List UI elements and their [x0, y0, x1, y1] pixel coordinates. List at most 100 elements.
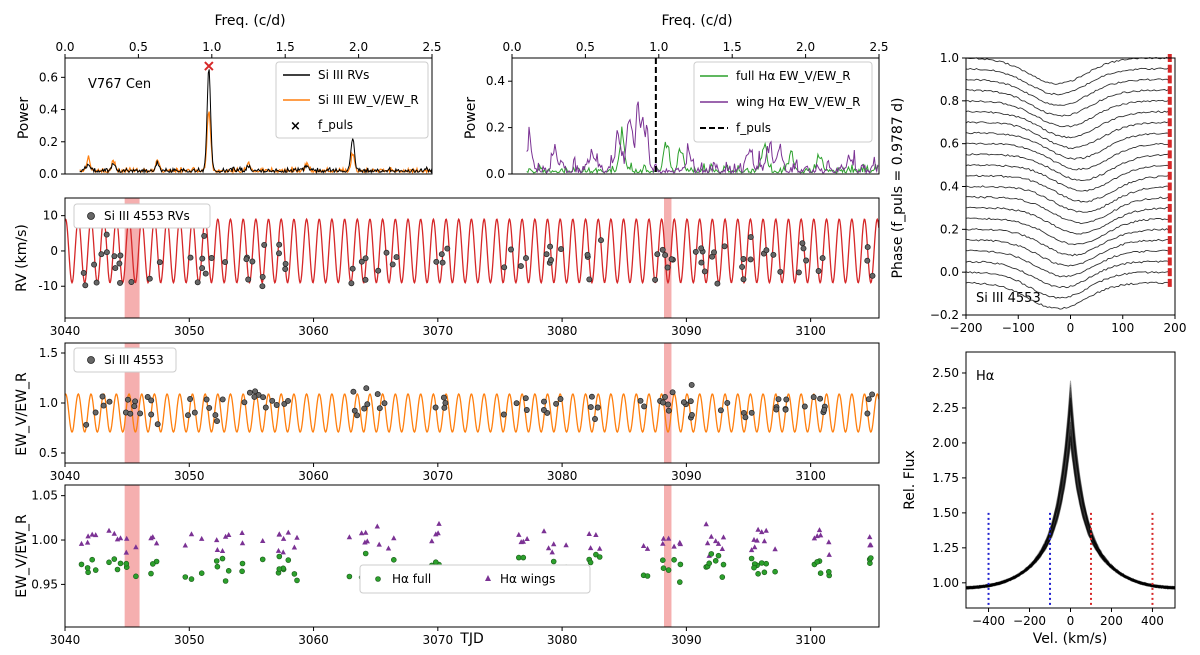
- ha-full-data-point: [114, 566, 121, 573]
- ha-profile-line: [965, 408, 1176, 590]
- si-phase-profile-line: [966, 249, 1169, 278]
- si-phase-profile-line: [965, 110, 1169, 139]
- ha-profiles-xtick-label: −400: [972, 614, 1005, 628]
- ha-full-data-point: [84, 565, 91, 571]
- ha-wing-data-point: [199, 535, 205, 541]
- ha-profiles-xtick-label: −200: [1013, 614, 1046, 628]
- phase-marker: [1167, 193, 1172, 202]
- rv-data-point: [668, 256, 675, 263]
- phase-marker: [1167, 96, 1172, 105]
- data-marks: 0.0 0.5 1.0 1.5 2.0 2.5 0.0 0.2 0.4 0.6 Si III RV…: [31, 40, 1186, 647]
- ha-wing-data-point: [563, 542, 569, 548]
- ha-wing-data-point: [239, 530, 245, 535]
- ha-full-data-point: [755, 570, 761, 577]
- ha-full-data-point: [817, 570, 824, 577]
- ha-xtick-label: 3050: [174, 633, 205, 647]
- ew-data-point: [127, 410, 134, 417]
- ha-wing-data-point: [644, 545, 651, 551]
- si-phase-profile-line: [965, 131, 1169, 160]
- ha-xtick-label: 3060: [298, 633, 329, 647]
- ha-wing-periodogram-line: [526, 101, 879, 175]
- ha-profiles-ytick-label: 1.00: [932, 576, 959, 590]
- rv-data-point: [375, 267, 382, 274]
- ha-profile-line: [965, 429, 1176, 590]
- si-phase-profile-line: [965, 67, 1169, 96]
- ha-full-data-point: [276, 566, 283, 572]
- ew-data-point: [557, 396, 564, 402]
- ha-profile-line: [965, 426, 1176, 590]
- rv-data-point: [261, 241, 268, 248]
- ha-wing-data-point: [239, 540, 246, 546]
- velocity-xlabel: Vel. (km/s): [1033, 631, 1108, 647]
- rv-data-point: [777, 268, 784, 275]
- si-periodogram-ylabel: Power: [16, 97, 32, 140]
- ew-data-point: [865, 396, 872, 403]
- ha-profile-line: [965, 444, 1176, 589]
- ha-full-data-point: [751, 564, 757, 571]
- ha-full-data-point: [825, 568, 832, 575]
- ha-wing-data-point: [524, 536, 530, 541]
- si-periodogram-legend: Si III RVs Si III EW_V/EW_R × f_puls: [275, 61, 429, 139]
- ew-data-point: [513, 400, 520, 407]
- ha-periodogram-xtick-label: 2.0: [796, 40, 815, 54]
- ew-data-point: [260, 394, 267, 401]
- ha-profile-line: [965, 442, 1176, 590]
- ha-wing-data-point: [436, 520, 442, 526]
- ew-data-point: [376, 405, 383, 412]
- ew-data-point: [742, 414, 749, 421]
- rv-data-point: [869, 272, 876, 279]
- si-phase-profile-line: [965, 89, 1169, 117]
- ha-profile-line: [965, 389, 1176, 590]
- rv-data-point: [187, 254, 194, 261]
- ew-timeseries-panel: EW_V/EW_R: [14, 372, 30, 456]
- ew-data-point: [206, 404, 213, 411]
- ha-full-data-point: [550, 558, 557, 565]
- si-phase-profile-line: [965, 153, 1169, 181]
- rel-flux-ylabel: Rel. Flux: [902, 450, 918, 510]
- rv-ytick-label: 10: [43, 209, 58, 223]
- ha-wing-data-point: [748, 547, 755, 553]
- rv-data-point: [548, 257, 554, 263]
- rv-xtick-label: 3080: [547, 324, 578, 338]
- ha-full-data-point: [188, 576, 195, 582]
- ha-wing-data-point: [153, 540, 160, 546]
- ha-wing-data-point: [660, 535, 667, 541]
- ha-wing-data-point: [111, 530, 117, 536]
- phase-marker: [1167, 236, 1172, 245]
- ha-full-data-point: [259, 556, 266, 563]
- ha-wing-data-point: [593, 532, 599, 537]
- rv-data-point: [864, 257, 871, 264]
- rv-data-point: [117, 252, 124, 259]
- rv-xtick-label: 3050: [174, 324, 205, 338]
- ew-ytick-label: 1.5: [39, 346, 58, 360]
- ha-profile-line: [965, 383, 1176, 591]
- legend-fpuls-marker: ×: [290, 119, 301, 134]
- star-name-annotation: V767 Cen: [88, 77, 151, 92]
- ha-wing-data-point: [665, 535, 672, 541]
- rv-model-curve: [64, 217, 880, 285]
- ew-data-point: [540, 407, 547, 413]
- phase-marker: [1167, 246, 1172, 255]
- ha-wing-data-point: [124, 535, 130, 541]
- si-phase-profile-line: [965, 238, 1169, 267]
- rv-data-point: [803, 257, 810, 264]
- si-periodogram-xtick-label: 2.0: [349, 40, 368, 54]
- ha-profile-line: [965, 384, 1176, 590]
- ew-data-point: [83, 421, 90, 428]
- ha-wing-data-point: [260, 538, 266, 543]
- ew-data-point: [441, 404, 448, 411]
- ha-profiles-ytick-label: 2.00: [932, 436, 959, 450]
- ha-profile-line: [965, 421, 1176, 590]
- ha-wing-data-point: [826, 539, 832, 545]
- ha-wing-data-point: [817, 532, 824, 538]
- ha-ytick-label: 1.00: [31, 533, 58, 547]
- rv-xtick-label: 3040: [50, 324, 81, 338]
- ha-wing-data-point: [597, 545, 603, 551]
- rv-data-point: [444, 245, 451, 252]
- ew-data-point: [500, 411, 507, 418]
- ha-wing-data-point: [433, 531, 439, 537]
- ha-timeseries-legend: Hα full Hα wings: [359, 564, 591, 594]
- ha-profile-line: [965, 429, 1176, 590]
- legend-box: [359, 564, 591, 594]
- rv-data-point: [819, 255, 826, 262]
